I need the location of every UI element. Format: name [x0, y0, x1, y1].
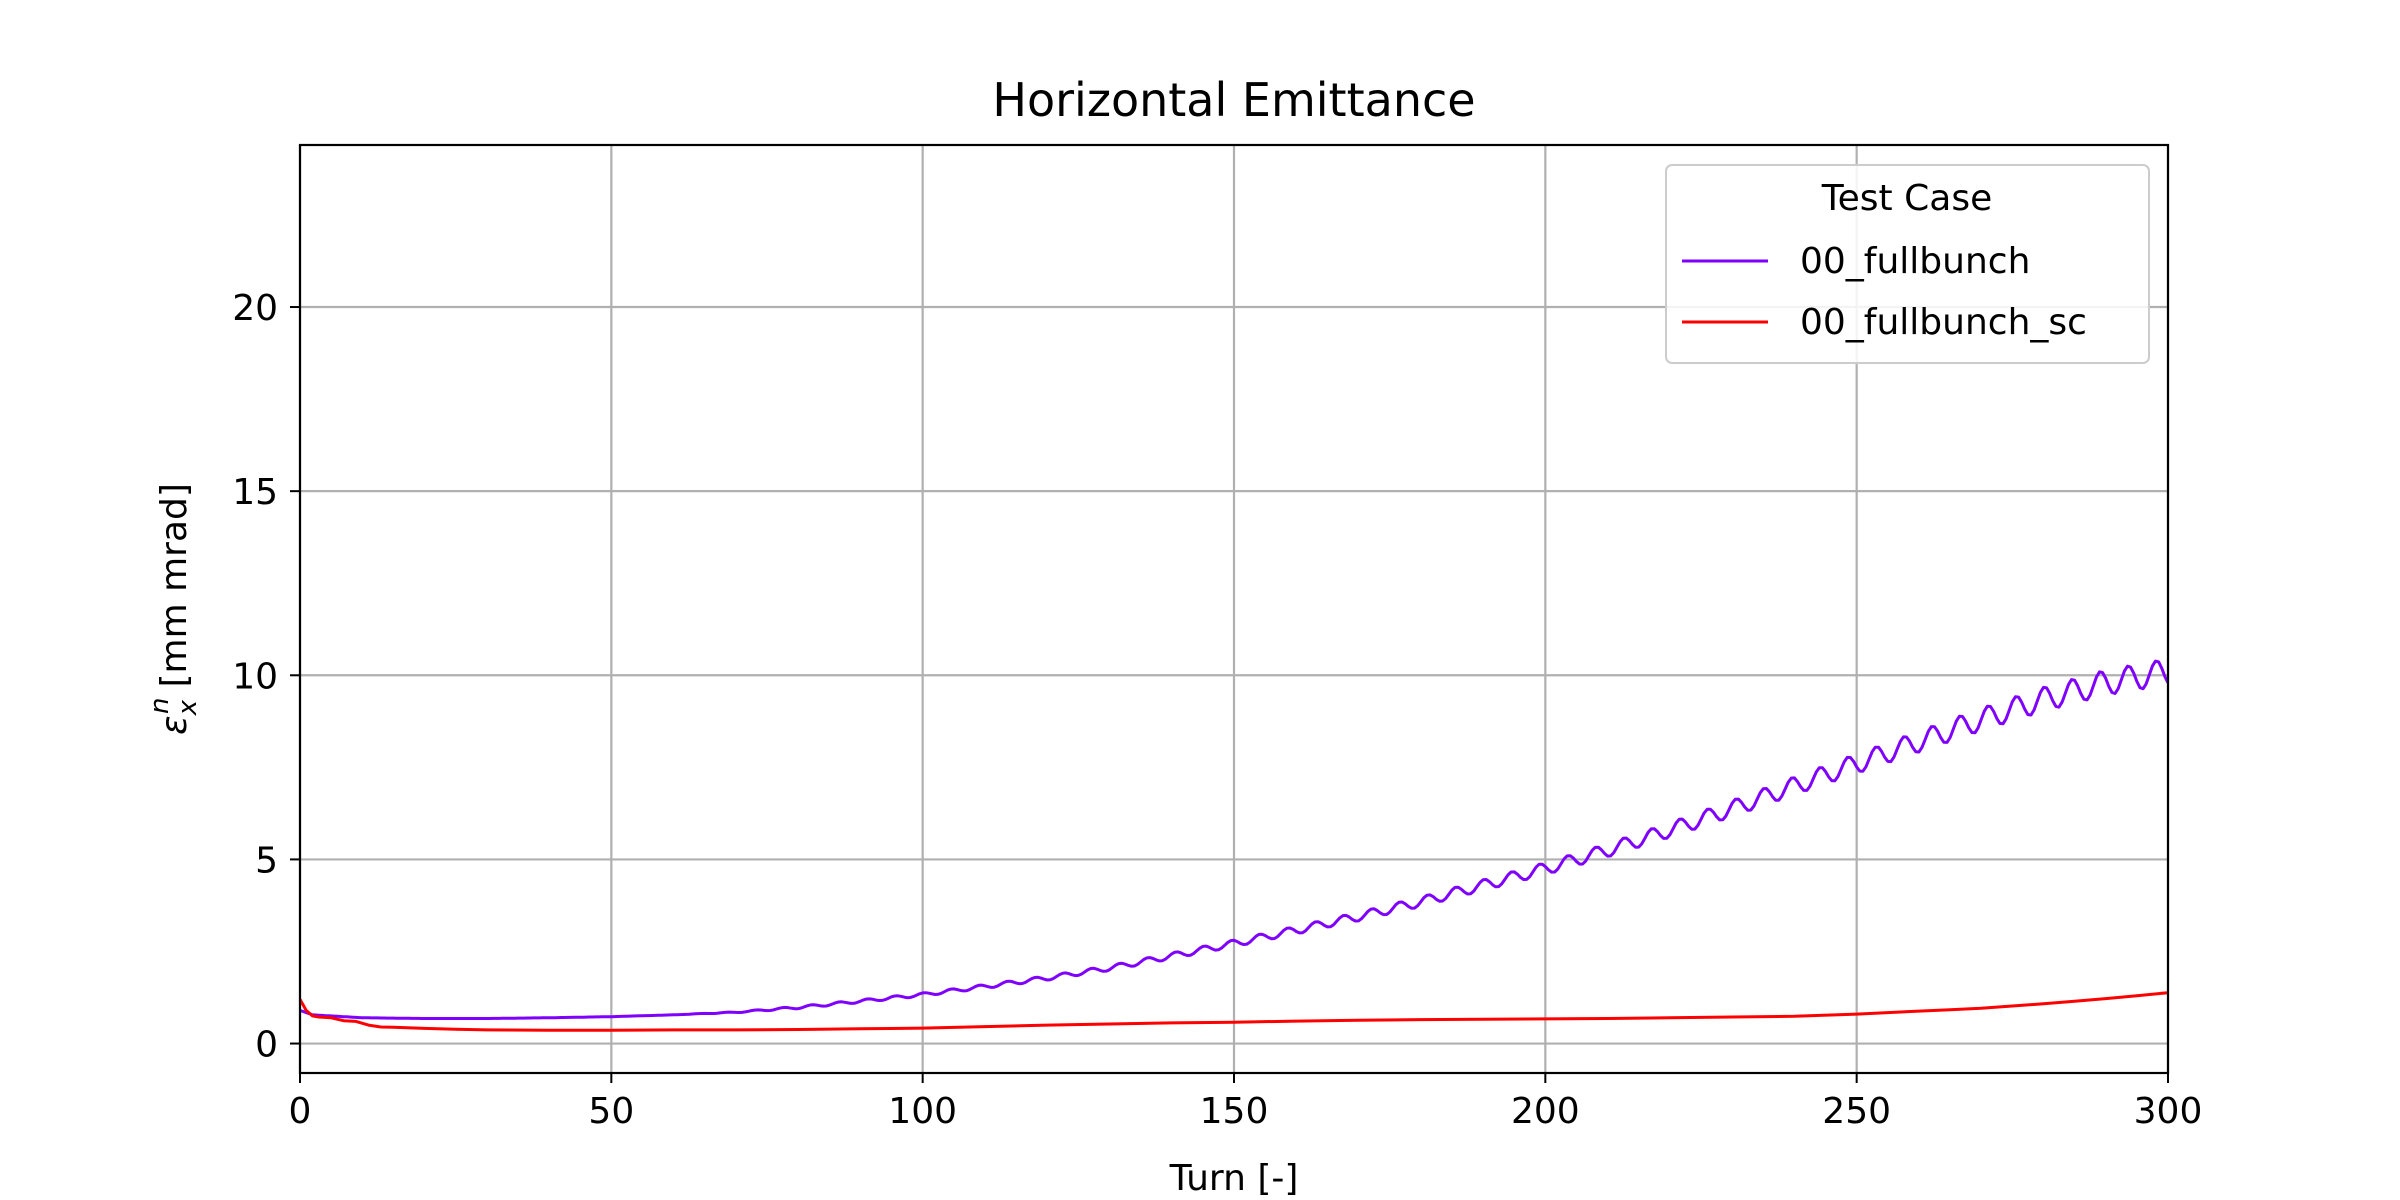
- y-tick-label-5: 5: [255, 840, 278, 881]
- y-axis-label: εxn [mm mrad]: [145, 483, 203, 735]
- legend-box: [1665, 164, 2150, 364]
- y-tick-label-0: 0: [255, 1025, 278, 1066]
- legend-label-00-fullbunch: 00_fullbunch: [1800, 241, 2030, 282]
- legend-title: Test Case: [1821, 178, 1992, 219]
- y-tick-label-20: 20: [232, 288, 278, 329]
- legend: Test Case 00_fullbunch 00_fullbunch_sc: [1665, 164, 2150, 364]
- svg-text:εxn[mm mrad]: εxn [mm mrad]: [145, 483, 203, 735]
- x-tick-label-200: 200: [1511, 1091, 1580, 1132]
- y-axis-label-subscript: x: [173, 699, 203, 716]
- series-line-00-fullbunch: [300, 659, 2168, 1020]
- series-line-00-fullbunch-sc: [300, 991, 2168, 1032]
- legend-label-00-fullbunch-sc: 00_fullbunch_sc: [1800, 302, 2087, 343]
- x-tick-label-50: 50: [588, 1091, 634, 1132]
- series-layer: [300, 659, 2168, 1032]
- y-axis-label-units: [mm mrad]: [154, 483, 195, 687]
- x-tick-label-250: 250: [1822, 1091, 1891, 1132]
- y-tick-label-10: 10: [232, 656, 278, 697]
- y-axis-label-symbol: ε: [154, 715, 195, 734]
- y-axis-label-superscript: n: [145, 698, 175, 714]
- x-axis-label: Turn [-]: [1169, 1158, 1299, 1199]
- x-tick-label-0: 0: [289, 1091, 312, 1132]
- axis-ticks: 0 50 100 150 200 250 300 0 5 10 15 20: [232, 288, 2202, 1132]
- y-tick-label-15: 15: [232, 472, 278, 513]
- x-tick-label-100: 100: [888, 1091, 957, 1132]
- x-tick-label-150: 150: [1200, 1091, 1269, 1132]
- grid: [298, 145, 2170, 1073]
- chart-title: Horizontal Emittance: [992, 73, 1475, 127]
- x-tick-label-300: 300: [2134, 1091, 2203, 1132]
